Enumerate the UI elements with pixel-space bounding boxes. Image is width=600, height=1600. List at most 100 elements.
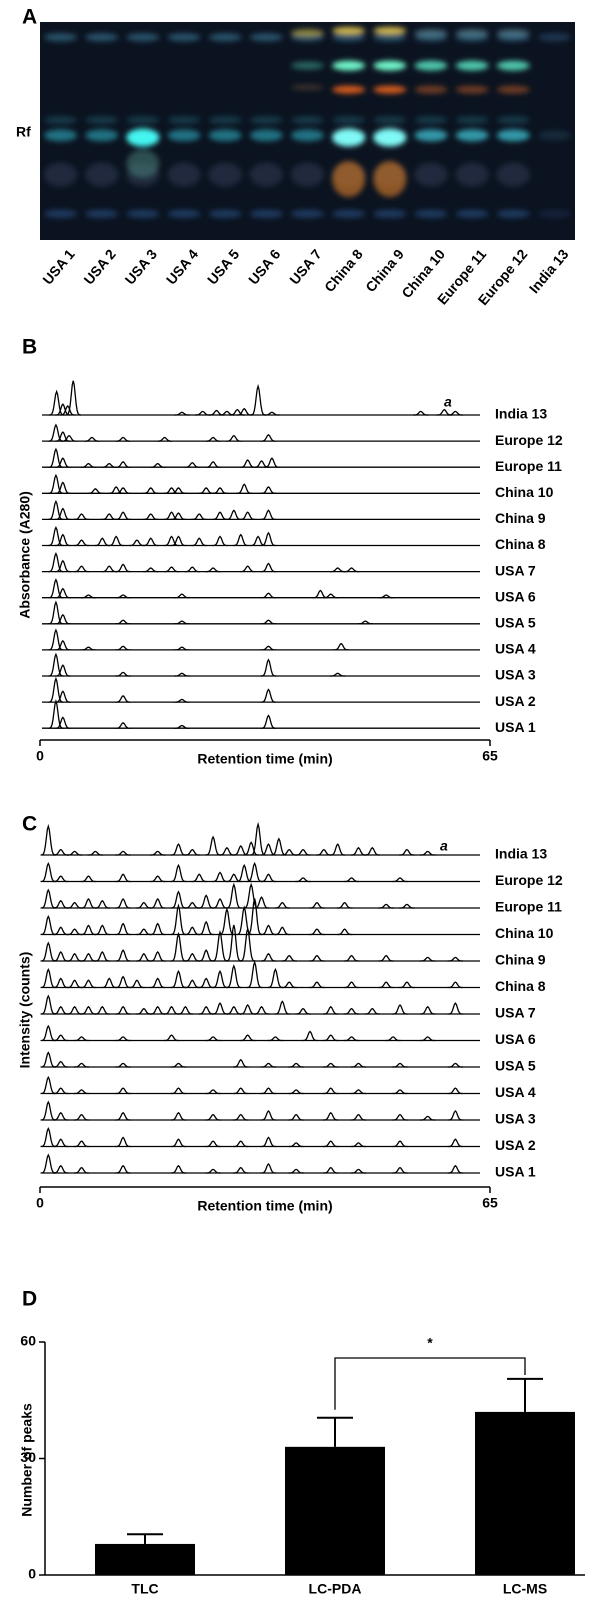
- x-tick-label: 0: [36, 1195, 44, 1211]
- peak: [115, 1087, 131, 1095]
- x-axis-label: Retention time (min): [197, 1198, 332, 1214]
- peak: [48, 676, 64, 703]
- peak: [323, 1111, 339, 1121]
- trace-label: USA 4: [495, 641, 536, 657]
- peak: [336, 901, 353, 909]
- peak: [184, 952, 201, 962]
- peak: [80, 1005, 97, 1015]
- trace-label: USA 6: [495, 588, 536, 604]
- peak: [219, 846, 235, 856]
- tlc-band: [85, 33, 119, 42]
- peak: [226, 882, 242, 909]
- tlc-band: [85, 162, 119, 187]
- peak: [59, 405, 76, 416]
- peak: [170, 890, 187, 909]
- peak: [143, 513, 159, 521]
- trace-label: USA 7: [495, 562, 536, 578]
- lane-label: USA 4: [163, 246, 202, 288]
- y-tick-label: 60: [20, 1333, 36, 1349]
- peak: [350, 1062, 367, 1068]
- peak: [48, 652, 64, 677]
- tlc-band: [291, 28, 324, 37]
- peak: [101, 513, 117, 521]
- tlc-band: [167, 116, 201, 125]
- peak: [239, 565, 256, 573]
- peak: [194, 410, 211, 416]
- tlc-band: [332, 209, 366, 218]
- peak: [149, 977, 166, 989]
- peak: [94, 537, 111, 547]
- peak: [233, 1140, 249, 1148]
- peak: [233, 1166, 249, 1174]
- trace-label: USA 4: [495, 1084, 536, 1100]
- peak: [174, 620, 190, 625]
- peak: [115, 975, 131, 989]
- peak: [80, 594, 97, 599]
- peak: [323, 1005, 339, 1015]
- peak: [73, 539, 90, 547]
- peak: [378, 903, 394, 909]
- tlc-band: [249, 129, 283, 142]
- peak: [170, 969, 187, 989]
- tlc-band: [44, 209, 78, 218]
- peak: [40, 1100, 57, 1121]
- peak: [115, 563, 131, 573]
- peak: [260, 592, 277, 599]
- peak: [115, 694, 131, 703]
- peak: [364, 846, 381, 856]
- peak: [246, 861, 263, 883]
- peak: [143, 567, 159, 573]
- peak: [80, 462, 97, 468]
- peak: [55, 587, 71, 599]
- peak: [40, 1024, 57, 1042]
- trace-label: USA 1: [495, 1164, 536, 1180]
- tlc-band: [291, 209, 324, 218]
- peak: [48, 578, 64, 599]
- tlc-band: [167, 129, 201, 142]
- x-tick-label: LC-PDA: [309, 1581, 362, 1597]
- tlc-band: [332, 85, 366, 94]
- peak: [212, 929, 228, 962]
- peak: [226, 434, 242, 442]
- peak: [392, 1062, 408, 1068]
- lane-label: USA 1: [39, 246, 78, 288]
- peak: [333, 642, 349, 651]
- trace-label: USA 5: [495, 615, 536, 631]
- peak: [170, 1111, 187, 1121]
- tlc-band: [373, 26, 407, 35]
- peak: [378, 594, 394, 599]
- peak: [40, 1153, 57, 1174]
- peak: [267, 967, 284, 989]
- peak: [329, 843, 346, 856]
- peak: [115, 1005, 131, 1015]
- peak: [226, 509, 242, 521]
- peak: [392, 1113, 408, 1121]
- peak: [323, 593, 339, 599]
- peak: [115, 850, 131, 856]
- peak: [55, 664, 71, 677]
- peak: [233, 1087, 249, 1095]
- peak: [343, 1036, 360, 1042]
- peak: [260, 562, 277, 573]
- peak: [174, 411, 190, 416]
- peak: [40, 861, 57, 883]
- tlc-band: [85, 129, 119, 142]
- peak: [205, 436, 221, 442]
- peak: [163, 1005, 180, 1015]
- peak: [149, 462, 166, 468]
- peak: [184, 566, 201, 573]
- peak: [288, 1142, 304, 1148]
- peak: [115, 1111, 131, 1121]
- peak: [250, 383, 266, 416]
- tlc-band: [167, 209, 201, 218]
- peak: [378, 981, 394, 989]
- peak: [246, 960, 263, 989]
- peak: [136, 901, 152, 909]
- peak: [115, 1136, 131, 1148]
- peak: [53, 977, 69, 989]
- peak: [243, 841, 259, 856]
- bar: [95, 1543, 195, 1575]
- peak: [170, 487, 187, 494]
- tlc-band: [496, 60, 530, 71]
- lane-label: USA 7: [286, 246, 325, 288]
